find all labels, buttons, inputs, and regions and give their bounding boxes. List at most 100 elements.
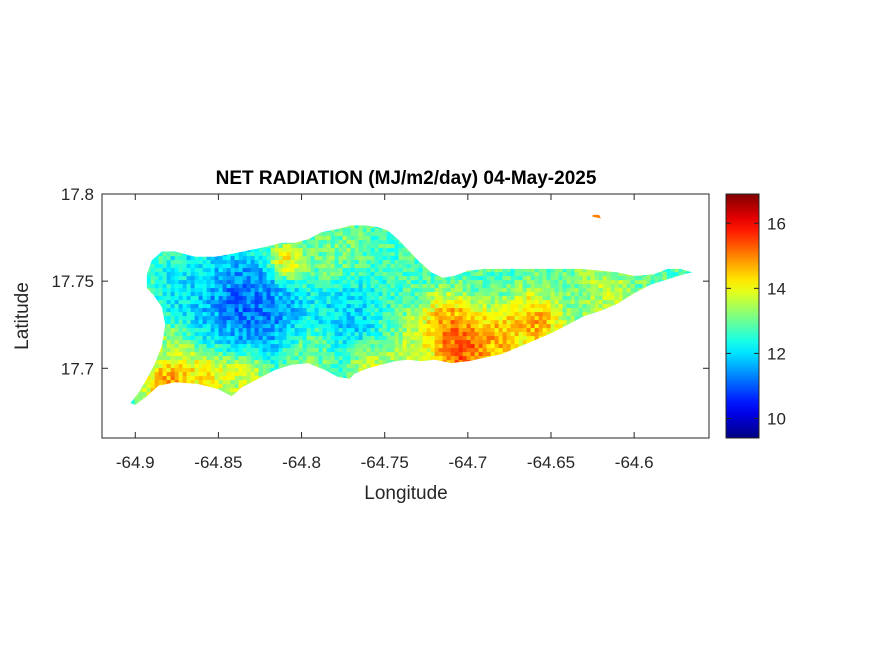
heatmap-cell: [198, 332, 203, 337]
heatmap-cell: [258, 260, 263, 265]
heatmap-cell: [466, 328, 471, 333]
heatmap-cell: [254, 256, 259, 261]
heatmap-cell: [282, 324, 287, 329]
heatmap-cell: [326, 260, 331, 265]
heatmap-cell: [418, 324, 423, 329]
heatmap-cell: [466, 292, 471, 297]
heatmap-cell: [346, 288, 351, 293]
heatmap-cell: [666, 272, 671, 277]
heatmap-cell: [194, 312, 199, 317]
heatmap-cell: [242, 272, 247, 277]
heatmap-cell: [206, 300, 211, 305]
heatmap-cell: [314, 332, 319, 337]
heatmap-cell: [182, 284, 187, 289]
heatmap-cell: [210, 328, 215, 333]
heatmap-cell: [450, 324, 455, 329]
heatmap-cell: [294, 264, 299, 269]
heatmap-cell: [282, 312, 287, 317]
heatmap-cell: [306, 320, 311, 325]
heatmap-cell: [382, 264, 387, 269]
heatmap-cell: [174, 336, 179, 341]
heatmap-cell: [406, 328, 411, 333]
heatmap-cell: [390, 264, 395, 269]
heatmap-cell: [318, 256, 323, 261]
heatmap-cell: [390, 312, 395, 317]
heatmap-cell: [290, 332, 295, 337]
heatmap-cell: [558, 324, 563, 329]
heatmap-cell: [286, 348, 291, 353]
heatmap-cell: [494, 280, 499, 285]
heatmap-cell: [334, 280, 339, 285]
heatmap-cell: [430, 348, 435, 353]
heatmap-cell: [494, 332, 499, 337]
heatmap-cell: [422, 284, 427, 289]
heatmap-cell: [298, 244, 303, 249]
heatmap-cell: [202, 260, 207, 265]
heatmap-cell: [286, 340, 291, 345]
heatmap-cell: [374, 320, 379, 325]
heatmap-cell: [230, 276, 235, 281]
heatmap-cell: [254, 248, 259, 253]
heatmap-cell: [454, 332, 459, 337]
heatmap-cell: [250, 316, 255, 321]
heatmap-cell: [538, 304, 543, 309]
heatmap-cell: [274, 280, 279, 285]
heatmap-cell: [262, 272, 267, 277]
heatmap-cell: [350, 228, 355, 233]
heatmap-cell: [598, 304, 603, 309]
heatmap-cell: [182, 276, 187, 281]
heatmap-cell: [366, 320, 371, 325]
heatmap-cell: [542, 288, 547, 293]
heatmap-cell: [222, 268, 227, 273]
heatmap-cell: [262, 248, 267, 253]
heatmap-cell: [526, 304, 531, 309]
heatmap-cell: [382, 296, 387, 301]
heatmap-cell: [230, 340, 235, 345]
heatmap-cell: [374, 256, 379, 261]
heatmap-cell: [242, 340, 247, 345]
heatmap-cell: [554, 324, 559, 329]
heatmap-cell: [330, 228, 335, 233]
heatmap-cell: [606, 272, 611, 277]
heatmap-cell: [594, 284, 599, 289]
heatmap-cell: [622, 272, 627, 277]
heatmap-cell: [210, 340, 215, 345]
heatmap-cell: [358, 336, 363, 341]
heatmap-cell: [522, 312, 527, 317]
heatmap-cell: [254, 288, 259, 293]
heatmap-cell: [238, 260, 243, 265]
heatmap-cell: [582, 296, 587, 301]
heatmap-cell: [226, 344, 231, 349]
heatmap-cell: [346, 264, 351, 269]
heatmap-cell: [358, 344, 363, 349]
heatmap-cell: [322, 348, 327, 353]
heatmap-cell: [386, 352, 391, 357]
heatmap-cell: [174, 284, 179, 289]
heatmap-cell: [286, 256, 291, 261]
heatmap-cell: [374, 312, 379, 317]
heatmap-cell: [474, 292, 479, 297]
heatmap-cell: [278, 268, 283, 273]
heatmap-cell: [266, 328, 271, 333]
heatmap-cell: [230, 332, 235, 337]
heatmap-cell: [250, 268, 255, 273]
heatmap-cell: [330, 316, 335, 321]
heatmap-cell: [518, 272, 523, 277]
heatmap-cell: [238, 276, 243, 281]
heatmap-cell: [374, 225, 379, 229]
heatmap-cell: [362, 324, 367, 329]
heatmap-cell: [526, 276, 531, 281]
heatmap-cell: [194, 316, 199, 321]
heatmap-cell: [634, 276, 639, 281]
heatmap-cell: [394, 272, 399, 277]
heatmap-cell: [526, 312, 531, 317]
heatmap-cell: [538, 308, 543, 313]
heatmap-cell: [614, 284, 619, 289]
heatmap-cell: [238, 268, 243, 273]
heatmap-cell: [470, 276, 475, 281]
heatmap-cell: [398, 324, 403, 329]
heatmap-cell: [510, 344, 515, 349]
heatmap-cell: [234, 296, 239, 301]
heatmap-cell: [474, 348, 479, 353]
heatmap-cell: [226, 356, 231, 361]
